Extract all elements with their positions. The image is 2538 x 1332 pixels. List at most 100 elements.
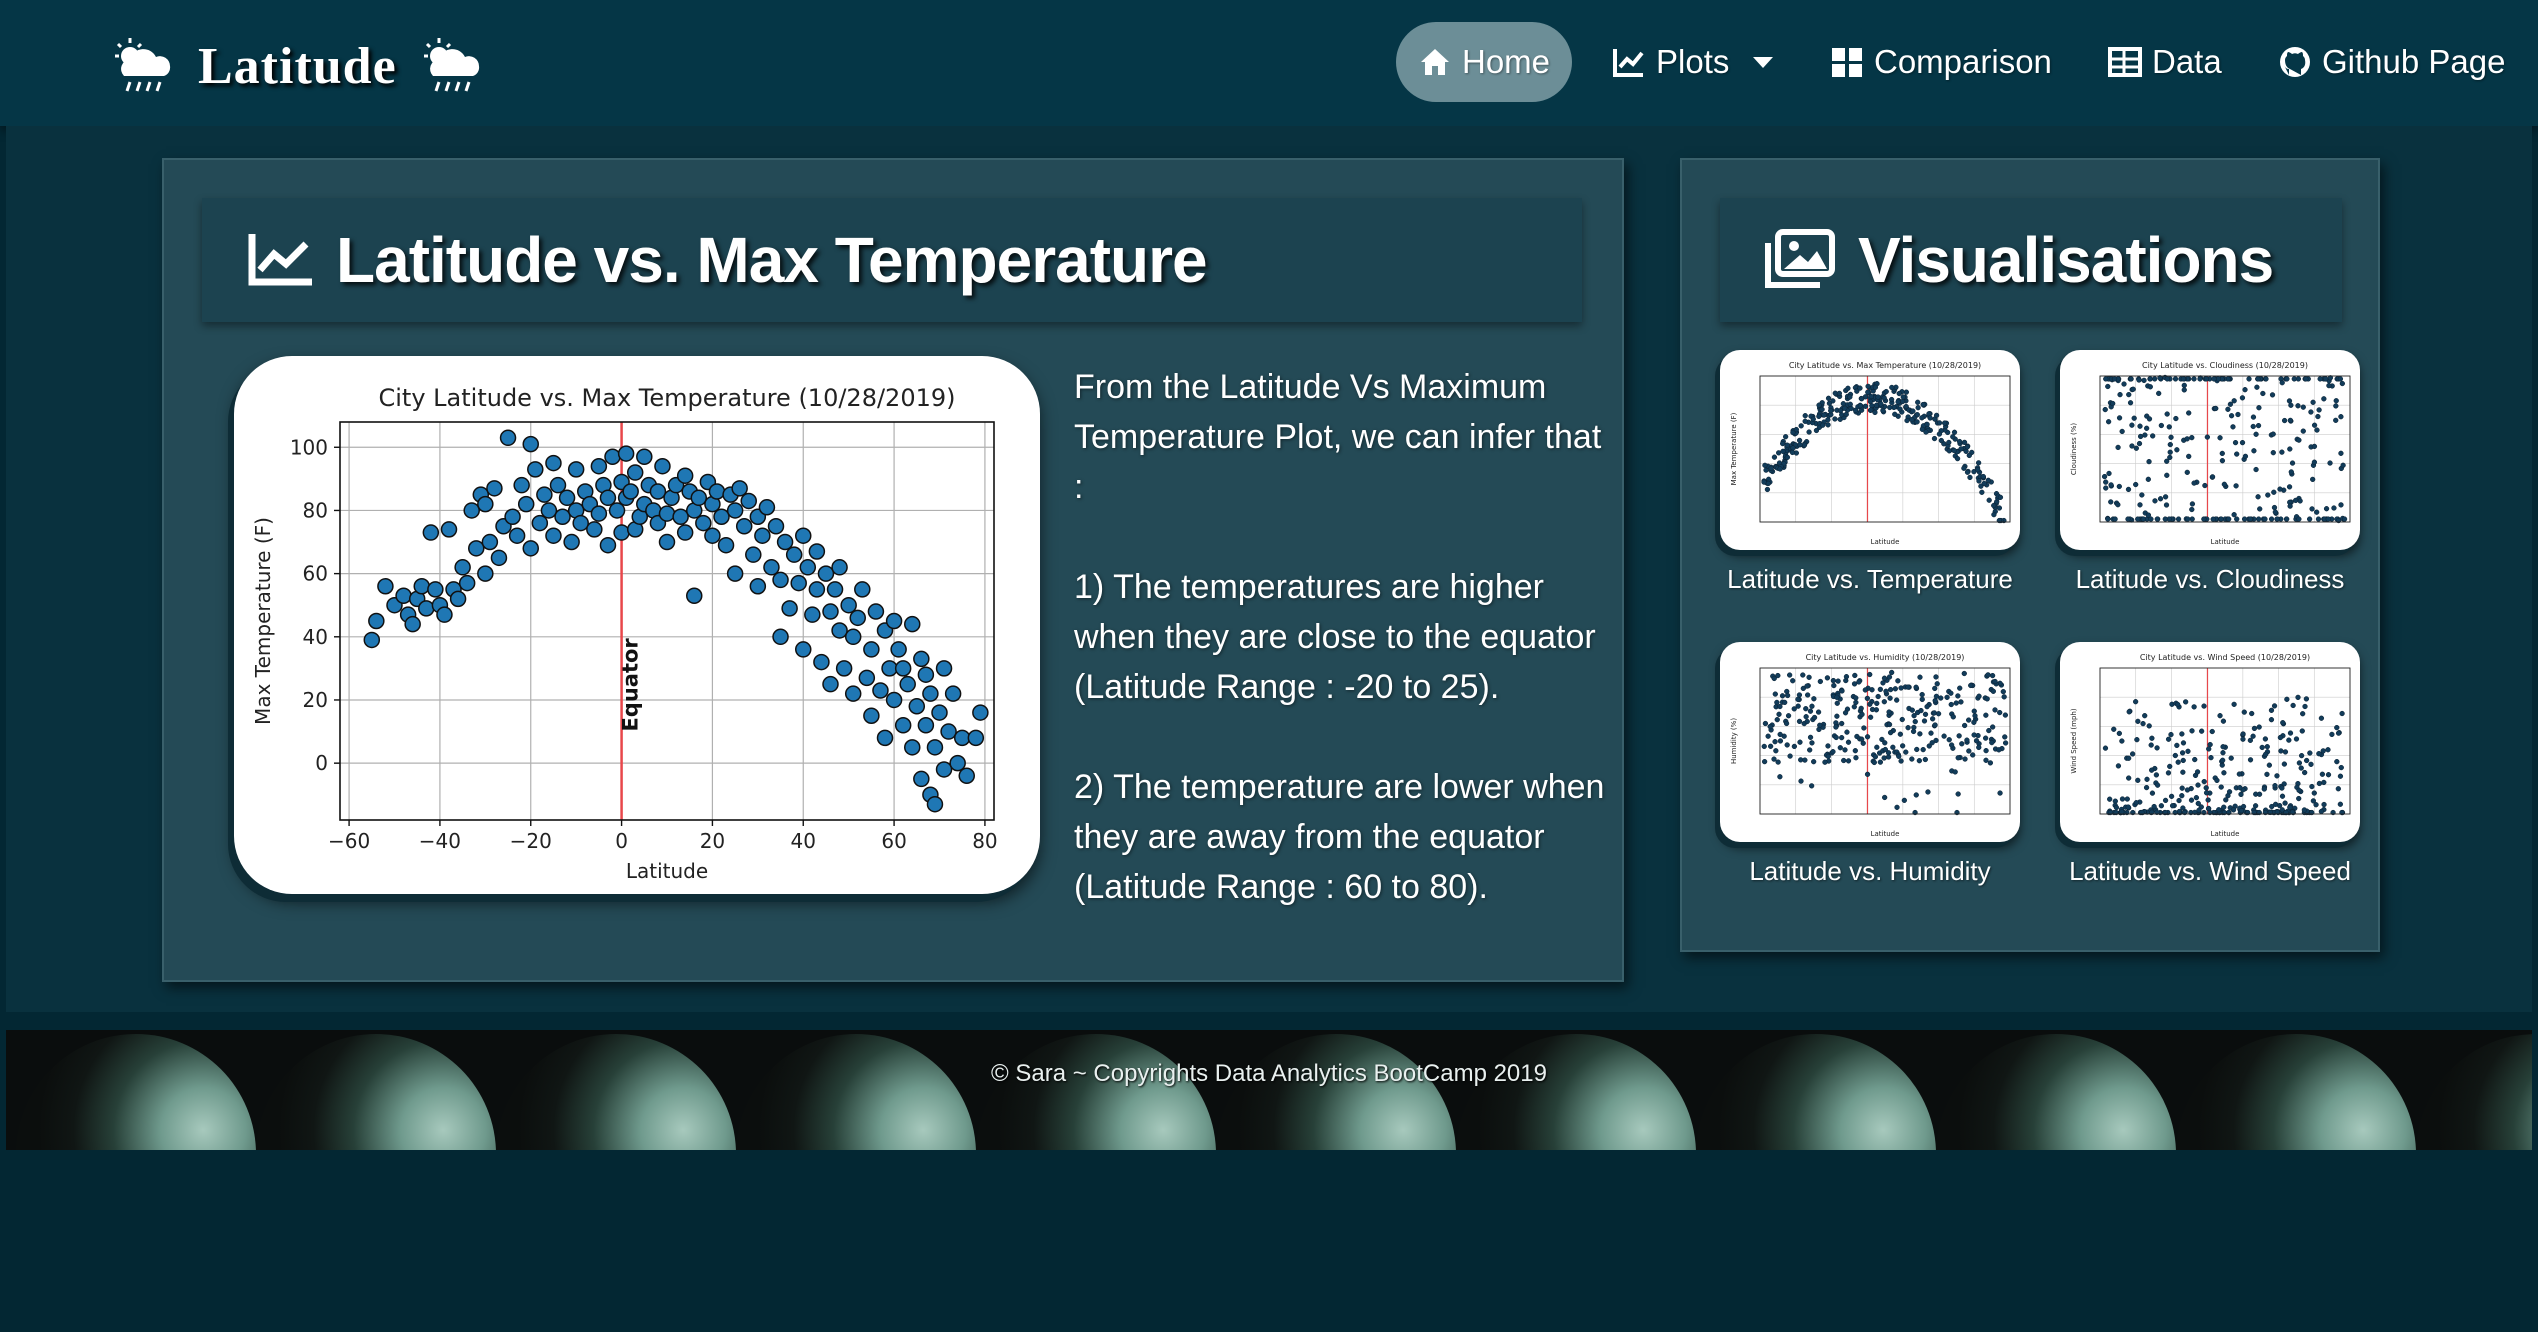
data-point: [2149, 735, 2155, 741]
data-point: [1843, 673, 1850, 680]
data-point: [2213, 405, 2219, 412]
data-point: [1956, 438, 1963, 445]
thumbnail-humidity[interactable]: City Latitude vs. Humidity (10/28/2019) H…: [1720, 642, 2020, 842]
data-point: [545, 454, 562, 472]
data-point: [2303, 376, 2309, 382]
data-point: [1890, 744, 1896, 750]
data-point: [1801, 442, 1808, 448]
data-point: [1880, 407, 1886, 414]
data-point: [2002, 712, 2009, 718]
data-point: [2167, 441, 2173, 448]
data-point: [686, 587, 703, 604]
nav-data[interactable]: Data: [2108, 22, 2222, 102]
data-point: [844, 628, 862, 646]
nav-home[interactable]: Home: [1396, 22, 1573, 102]
data-point: [1853, 699, 1859, 706]
data-point: [2162, 494, 2169, 500]
data-point: [1825, 743, 1831, 749]
data-point: [1929, 716, 1936, 722]
description-point-1: 1) The temperatures are higher when they…: [1074, 568, 1596, 706]
data-point: [2002, 734, 2008, 740]
data-point: [1852, 672, 1858, 679]
data-point: [772, 571, 789, 589]
data-point: [2209, 728, 2215, 735]
data-point: [1894, 697, 1900, 703]
data-point: [2102, 745, 2109, 751]
data-point: [1933, 412, 1940, 419]
nav-plots-dropdown[interactable]: Plots: [1612, 22, 1774, 102]
y-tick-label: 100: [290, 435, 328, 459]
data-point: [2137, 423, 2143, 429]
data-point: [522, 435, 539, 453]
data-point: [2339, 710, 2345, 717]
data-point: [935, 761, 953, 778]
data-point: [1961, 670, 1967, 677]
data-point: [2203, 790, 2210, 796]
data-point: [1950, 714, 1956, 720]
data-point: [894, 660, 912, 677]
data-point: [2175, 516, 2182, 522]
data-point: [2226, 789, 2233, 795]
data-point: [1905, 725, 1911, 731]
data-point: [2250, 414, 2257, 420]
data-point: [2203, 376, 2210, 382]
plot-frame: [1759, 375, 2011, 523]
data-point: [1953, 700, 1959, 706]
data-point: [1996, 747, 2002, 753]
data-point: [2286, 484, 2293, 490]
data-point: [863, 707, 880, 725]
data-point: [1768, 465, 1774, 472]
data-point: [1927, 415, 1933, 421]
data-point: [726, 565, 744, 582]
data-point: [1892, 411, 1898, 417]
data-point: [1780, 448, 1786, 454]
data-point: [2320, 748, 2326, 754]
data-point: [1806, 674, 1812, 680]
data-point: [2306, 516, 2313, 522]
data-point: [2217, 435, 2223, 441]
data-point: [1917, 674, 1923, 680]
data-point: [1865, 389, 1871, 395]
data-point: [622, 483, 639, 500]
data-point: [2232, 439, 2239, 446]
data-point: [1797, 739, 1803, 745]
data-point: [1892, 686, 1899, 692]
data-point: [2119, 796, 2126, 802]
data-point: [2000, 688, 2006, 695]
data-point: [2172, 376, 2179, 382]
data-point: [513, 476, 530, 494]
data-point: [881, 660, 898, 677]
data-point: [2274, 516, 2280, 522]
data-point: [2269, 392, 2276, 398]
images-icon: [1765, 229, 1835, 288]
data-point: [1909, 416, 1915, 423]
data-point: [1790, 429, 1796, 436]
data-point: [636, 448, 653, 465]
data-point: [599, 489, 617, 507]
data-point: [1811, 759, 1817, 765]
data-point: [2231, 512, 2237, 518]
data-point: [2119, 428, 2125, 435]
data-point: [2256, 724, 2262, 730]
x-tick-label: 0: [615, 829, 628, 853]
data-point: [1897, 406, 1903, 412]
data-point: [1798, 778, 1804, 784]
data-point: [540, 502, 558, 519]
thumbnail-wind-speed[interactable]: City Latitude vs. Wind Speed (10/28/2019…: [2060, 642, 2360, 842]
data-point: [2218, 516, 2224, 522]
data-point: [1800, 672, 1806, 678]
data-point: [1896, 753, 1902, 759]
brand[interactable]: Latitude: [110, 36, 485, 96]
nav-github[interactable]: Github Page: [2278, 22, 2505, 102]
nav-comparison[interactable]: Comparison: [1830, 22, 2052, 102]
data-point: [2253, 431, 2259, 437]
data-point: [1784, 692, 1791, 699]
data-point: [2270, 431, 2276, 437]
thumbnail-cloudiness[interactable]: City Latitude vs. Cloudiness (10/28/2019…: [2060, 350, 2360, 550]
nav-plots-label: Plots: [1656, 43, 1730, 80]
data-point: [549, 476, 567, 494]
thumbnail-temperature[interactable]: City Latitude vs. Max Temperature (10/28…: [1720, 350, 2020, 550]
data-point: [2256, 791, 2263, 797]
data-point: [2139, 492, 2145, 498]
data-point: [2164, 411, 2170, 417]
